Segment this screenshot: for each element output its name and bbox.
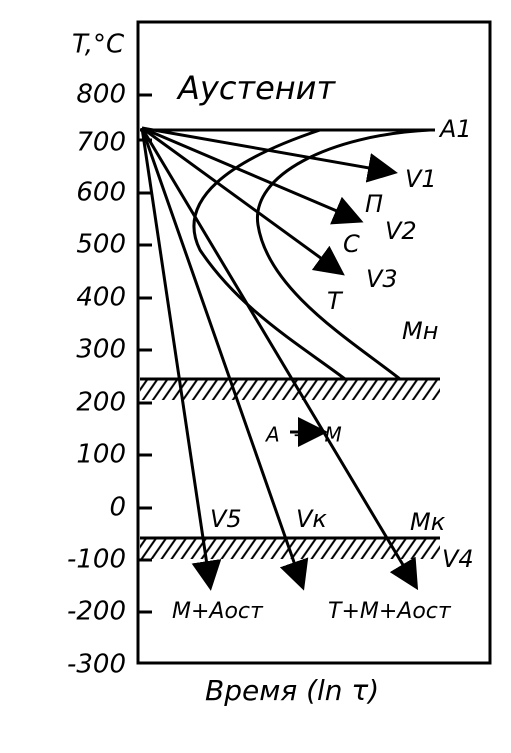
region-label: Аустенит [176,69,336,107]
end-curve [256,128,431,381]
tick-label: 600 [76,178,126,208]
product-label: T+M+Aост [328,599,452,624]
curve-label: П [365,190,383,218]
curve-label: V2 [385,217,417,245]
a1-label: A1 [438,115,472,143]
tick-label: -200 [67,597,126,627]
mn-hatch [140,380,440,400]
curve-label: T [327,287,344,315]
tick-label: 0 [109,493,126,523]
curve-label: C [343,230,360,258]
tick-label: 700 [76,128,126,158]
tick-label: 400 [76,283,126,313]
frame [136,20,492,665]
tick-label: -300 [67,650,126,680]
tick-label: 800 [76,80,126,110]
x-axis-label: Время (ln τ) [205,674,379,707]
product-label: M+Aост [172,599,264,624]
tick-label: 200 [76,388,126,418]
transform-label: A→M [264,423,356,447]
tick-label: 500 [76,230,126,260]
curve-label: Vк [296,505,327,533]
cooling-lines [140,126,419,591]
curve-label: V1 [405,165,437,193]
tick-label: 300 [76,335,126,365]
ticks [138,93,152,614]
curve-label: V4 [442,545,474,573]
axis-label: T,°C [72,30,125,60]
curve-label: V5 [210,505,242,533]
mn-label: Mн [402,317,438,345]
curve-label: V3 [366,265,398,293]
mk-label: Mк [410,508,446,536]
tick-label: 100 [76,440,126,470]
tick-label: -100 [67,545,126,575]
start-curve [192,128,346,381]
